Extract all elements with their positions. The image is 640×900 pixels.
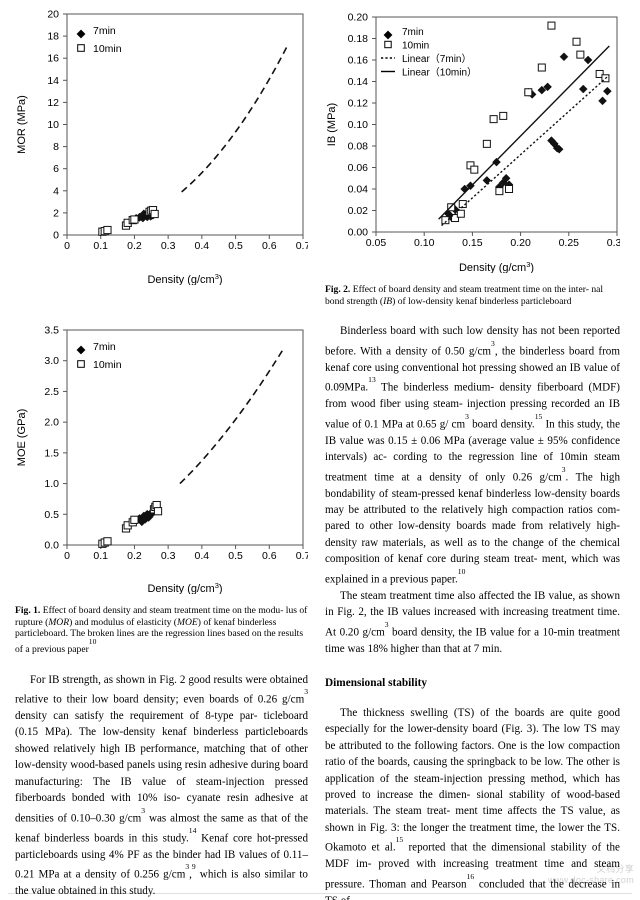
svg-text:2.5: 2.5 bbox=[44, 386, 59, 398]
svg-text:Linear（10min）: Linear（10min） bbox=[402, 67, 477, 79]
svg-text:0.14: 0.14 bbox=[348, 76, 369, 88]
svg-text:0.06: 0.06 bbox=[348, 162, 369, 174]
svg-text:Density (g/cm3): Density (g/cm3) bbox=[147, 272, 222, 286]
svg-text:MOE (GPa): MOE (GPa) bbox=[16, 409, 28, 466]
svg-text:0.6: 0.6 bbox=[262, 550, 277, 562]
svg-text:Density (g/cm3): Density (g/cm3) bbox=[147, 581, 222, 595]
svg-text:0.5: 0.5 bbox=[44, 509, 59, 521]
svg-text:0.3: 0.3 bbox=[161, 240, 176, 252]
svg-text:7min: 7min bbox=[402, 27, 424, 38]
svg-text:0: 0 bbox=[53, 230, 59, 242]
svg-text:4: 4 bbox=[53, 185, 59, 197]
svg-text:0.30: 0.30 bbox=[607, 237, 620, 249]
svg-text:10min: 10min bbox=[93, 43, 122, 55]
svg-text:0.1: 0.1 bbox=[93, 550, 108, 562]
svg-text:0.5: 0.5 bbox=[228, 550, 243, 562]
svg-text:0.20: 0.20 bbox=[510, 237, 531, 249]
svg-text:0.0: 0.0 bbox=[44, 540, 59, 552]
svg-text:0.5: 0.5 bbox=[228, 240, 243, 252]
svg-text:6: 6 bbox=[53, 163, 59, 175]
svg-text:0: 0 bbox=[64, 550, 70, 562]
svg-text:10: 10 bbox=[47, 119, 59, 131]
svg-text:1.0: 1.0 bbox=[44, 478, 59, 490]
svg-text:2: 2 bbox=[53, 207, 59, 219]
svg-text:16: 16 bbox=[47, 53, 59, 65]
svg-text:12: 12 bbox=[47, 97, 59, 109]
svg-text:0.1: 0.1 bbox=[93, 240, 108, 252]
svg-text:0.10: 0.10 bbox=[414, 237, 435, 249]
svg-text:0.4: 0.4 bbox=[195, 240, 210, 252]
svg-text:0: 0 bbox=[64, 240, 70, 252]
svg-text:0.4: 0.4 bbox=[195, 550, 210, 562]
svg-text:0.15: 0.15 bbox=[462, 237, 483, 249]
svg-text:0.25: 0.25 bbox=[559, 237, 580, 249]
svg-text:8: 8 bbox=[53, 141, 59, 153]
svg-text:MOR (MPa): MOR (MPa) bbox=[16, 95, 28, 154]
svg-text:7min: 7min bbox=[93, 341, 116, 353]
svg-text:0.2: 0.2 bbox=[127, 240, 142, 252]
svg-text:14: 14 bbox=[47, 75, 59, 87]
svg-text:20: 20 bbox=[47, 9, 59, 21]
svg-text:0.6: 0.6 bbox=[262, 240, 277, 252]
svg-text:0.2: 0.2 bbox=[127, 550, 142, 562]
svg-text:7min: 7min bbox=[93, 25, 116, 37]
svg-text:0.7: 0.7 bbox=[296, 240, 308, 252]
svg-text:10min: 10min bbox=[402, 41, 429, 52]
svg-text:10min: 10min bbox=[93, 359, 122, 371]
svg-text:IB (MPa): IB (MPa) bbox=[326, 103, 338, 146]
svg-text:3.5: 3.5 bbox=[44, 325, 59, 337]
svg-text:0.02: 0.02 bbox=[348, 205, 369, 217]
svg-text:0.7: 0.7 bbox=[296, 550, 308, 562]
svg-text:0.16: 0.16 bbox=[348, 55, 369, 67]
svg-text:0.04: 0.04 bbox=[348, 184, 369, 196]
svg-text:18: 18 bbox=[47, 31, 59, 43]
svg-text:0.3: 0.3 bbox=[161, 550, 176, 562]
svg-text:0.08: 0.08 bbox=[348, 141, 369, 153]
svg-text:0.20: 0.20 bbox=[348, 12, 369, 24]
svg-text:0.18: 0.18 bbox=[348, 33, 369, 45]
svg-text:1.5: 1.5 bbox=[44, 447, 59, 459]
svg-text:Density (g/cm3): Density (g/cm3) bbox=[459, 260, 534, 274]
svg-text:Linear（7min）: Linear（7min） bbox=[402, 53, 471, 65]
svg-text:0.12: 0.12 bbox=[348, 98, 369, 110]
svg-text:0.05: 0.05 bbox=[366, 237, 387, 249]
svg-text:3.0: 3.0 bbox=[44, 355, 59, 367]
svg-text:0.10: 0.10 bbox=[348, 119, 369, 131]
svg-text:2.0: 2.0 bbox=[44, 417, 59, 429]
